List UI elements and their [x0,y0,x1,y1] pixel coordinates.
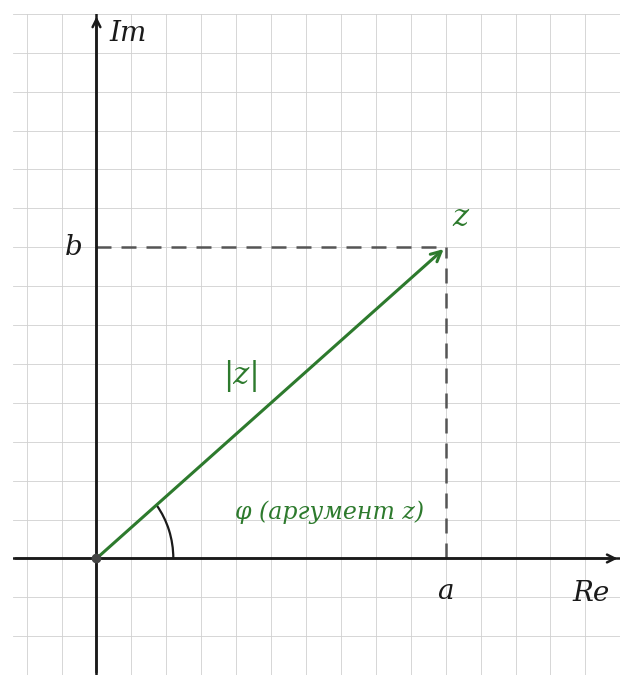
Text: b: b [65,234,82,260]
Text: |z|: |z| [223,360,260,391]
Text: z: z [453,203,469,233]
Text: φ (аргумент z): φ (аргумент z) [235,500,424,524]
Text: Re: Re [573,580,610,607]
Text: Im: Im [109,20,146,47]
Text: a: a [437,578,454,605]
